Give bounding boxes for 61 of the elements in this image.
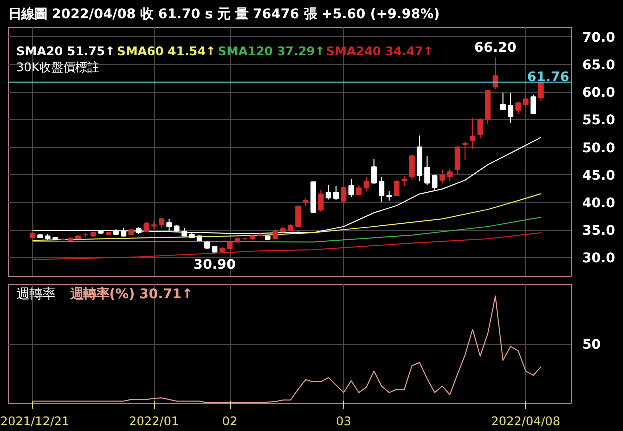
candlestick — [508, 92, 514, 124]
x-tick-label: 02 — [222, 414, 238, 428]
y-tick-label: 50.0 — [582, 141, 616, 156]
candlestick — [379, 176, 385, 202]
candlestick — [500, 92, 506, 111]
candlestick — [158, 218, 165, 228]
annotation: 66.20 — [474, 40, 517, 56]
y-tick-label: 30.0 — [582, 252, 616, 267]
line-series — [32, 216, 542, 243]
candlestick — [440, 169, 446, 184]
candlestick — [470, 118, 476, 150]
candlestick — [371, 158, 377, 184]
candlestick — [492, 57, 498, 90]
candlestick — [318, 190, 324, 212]
candlestick — [432, 174, 438, 190]
candlestick — [424, 156, 430, 186]
candlestick — [341, 186, 347, 202]
y-tick-label: 70.0 — [582, 30, 616, 46]
candlestick — [386, 190, 392, 202]
chart-title: 日線圖 2022/04/08 收 61.70 s 元 量 76476 張 +5.60 (+9.98%) — [8, 8, 440, 22]
y-tick-label: 45.0 — [582, 168, 616, 184]
text: SMA120 37.29↑ — [218, 44, 326, 58]
candlestick — [478, 118, 484, 139]
text: 50 — [582, 338, 602, 353]
candlestick — [166, 218, 172, 232]
chart-title: 週轉率 — [16, 286, 56, 302]
candlestick — [144, 222, 150, 233]
annotation: 30.90 — [194, 258, 236, 273]
candlestick — [409, 155, 415, 181]
candlestick — [334, 185, 340, 201]
candlestick — [348, 178, 354, 198]
candlestick — [402, 176, 408, 188]
x-tick-label: 2021/12/21 — [0, 414, 70, 428]
y-tick-label: 65.0 — [582, 58, 616, 74]
candlestick — [523, 94, 529, 106]
annotation: 30K收盤價標註 — [16, 60, 100, 74]
text: SMA60 41.54↑ — [117, 44, 216, 58]
candlestick — [364, 177, 370, 192]
text: SMA240 34.47↑ — [326, 44, 434, 58]
text: 週轉率(%) 30.71↑ — [70, 286, 194, 302]
candlestick — [462, 141, 468, 161]
candlestick — [356, 184, 362, 196]
y-tick-label: 40.0 — [582, 196, 616, 212]
line-series — [32, 232, 542, 260]
ref-line-label: 61.76 — [527, 70, 570, 86]
x-tick-label: 2022/01 — [129, 414, 180, 428]
candlestick — [454, 146, 460, 175]
y-tick-label: 35.0 — [582, 224, 616, 240]
y-tick-label: 55.0 — [582, 114, 616, 129]
candlestick — [530, 94, 536, 115]
candlestick — [447, 168, 453, 182]
x-tick-label: 03 — [336, 414, 352, 428]
text: SMA20 51.75↑ — [16, 44, 116, 58]
x-tick-label: 2022/04/08 — [491, 414, 561, 428]
candlestick — [326, 184, 332, 200]
line-series — [32, 194, 542, 242]
candlestick — [296, 206, 302, 228]
candlestick — [394, 180, 400, 197]
candlestick — [538, 82, 544, 102]
candlestick — [516, 102, 522, 115]
y-tick-label: 60.0 — [582, 86, 616, 102]
